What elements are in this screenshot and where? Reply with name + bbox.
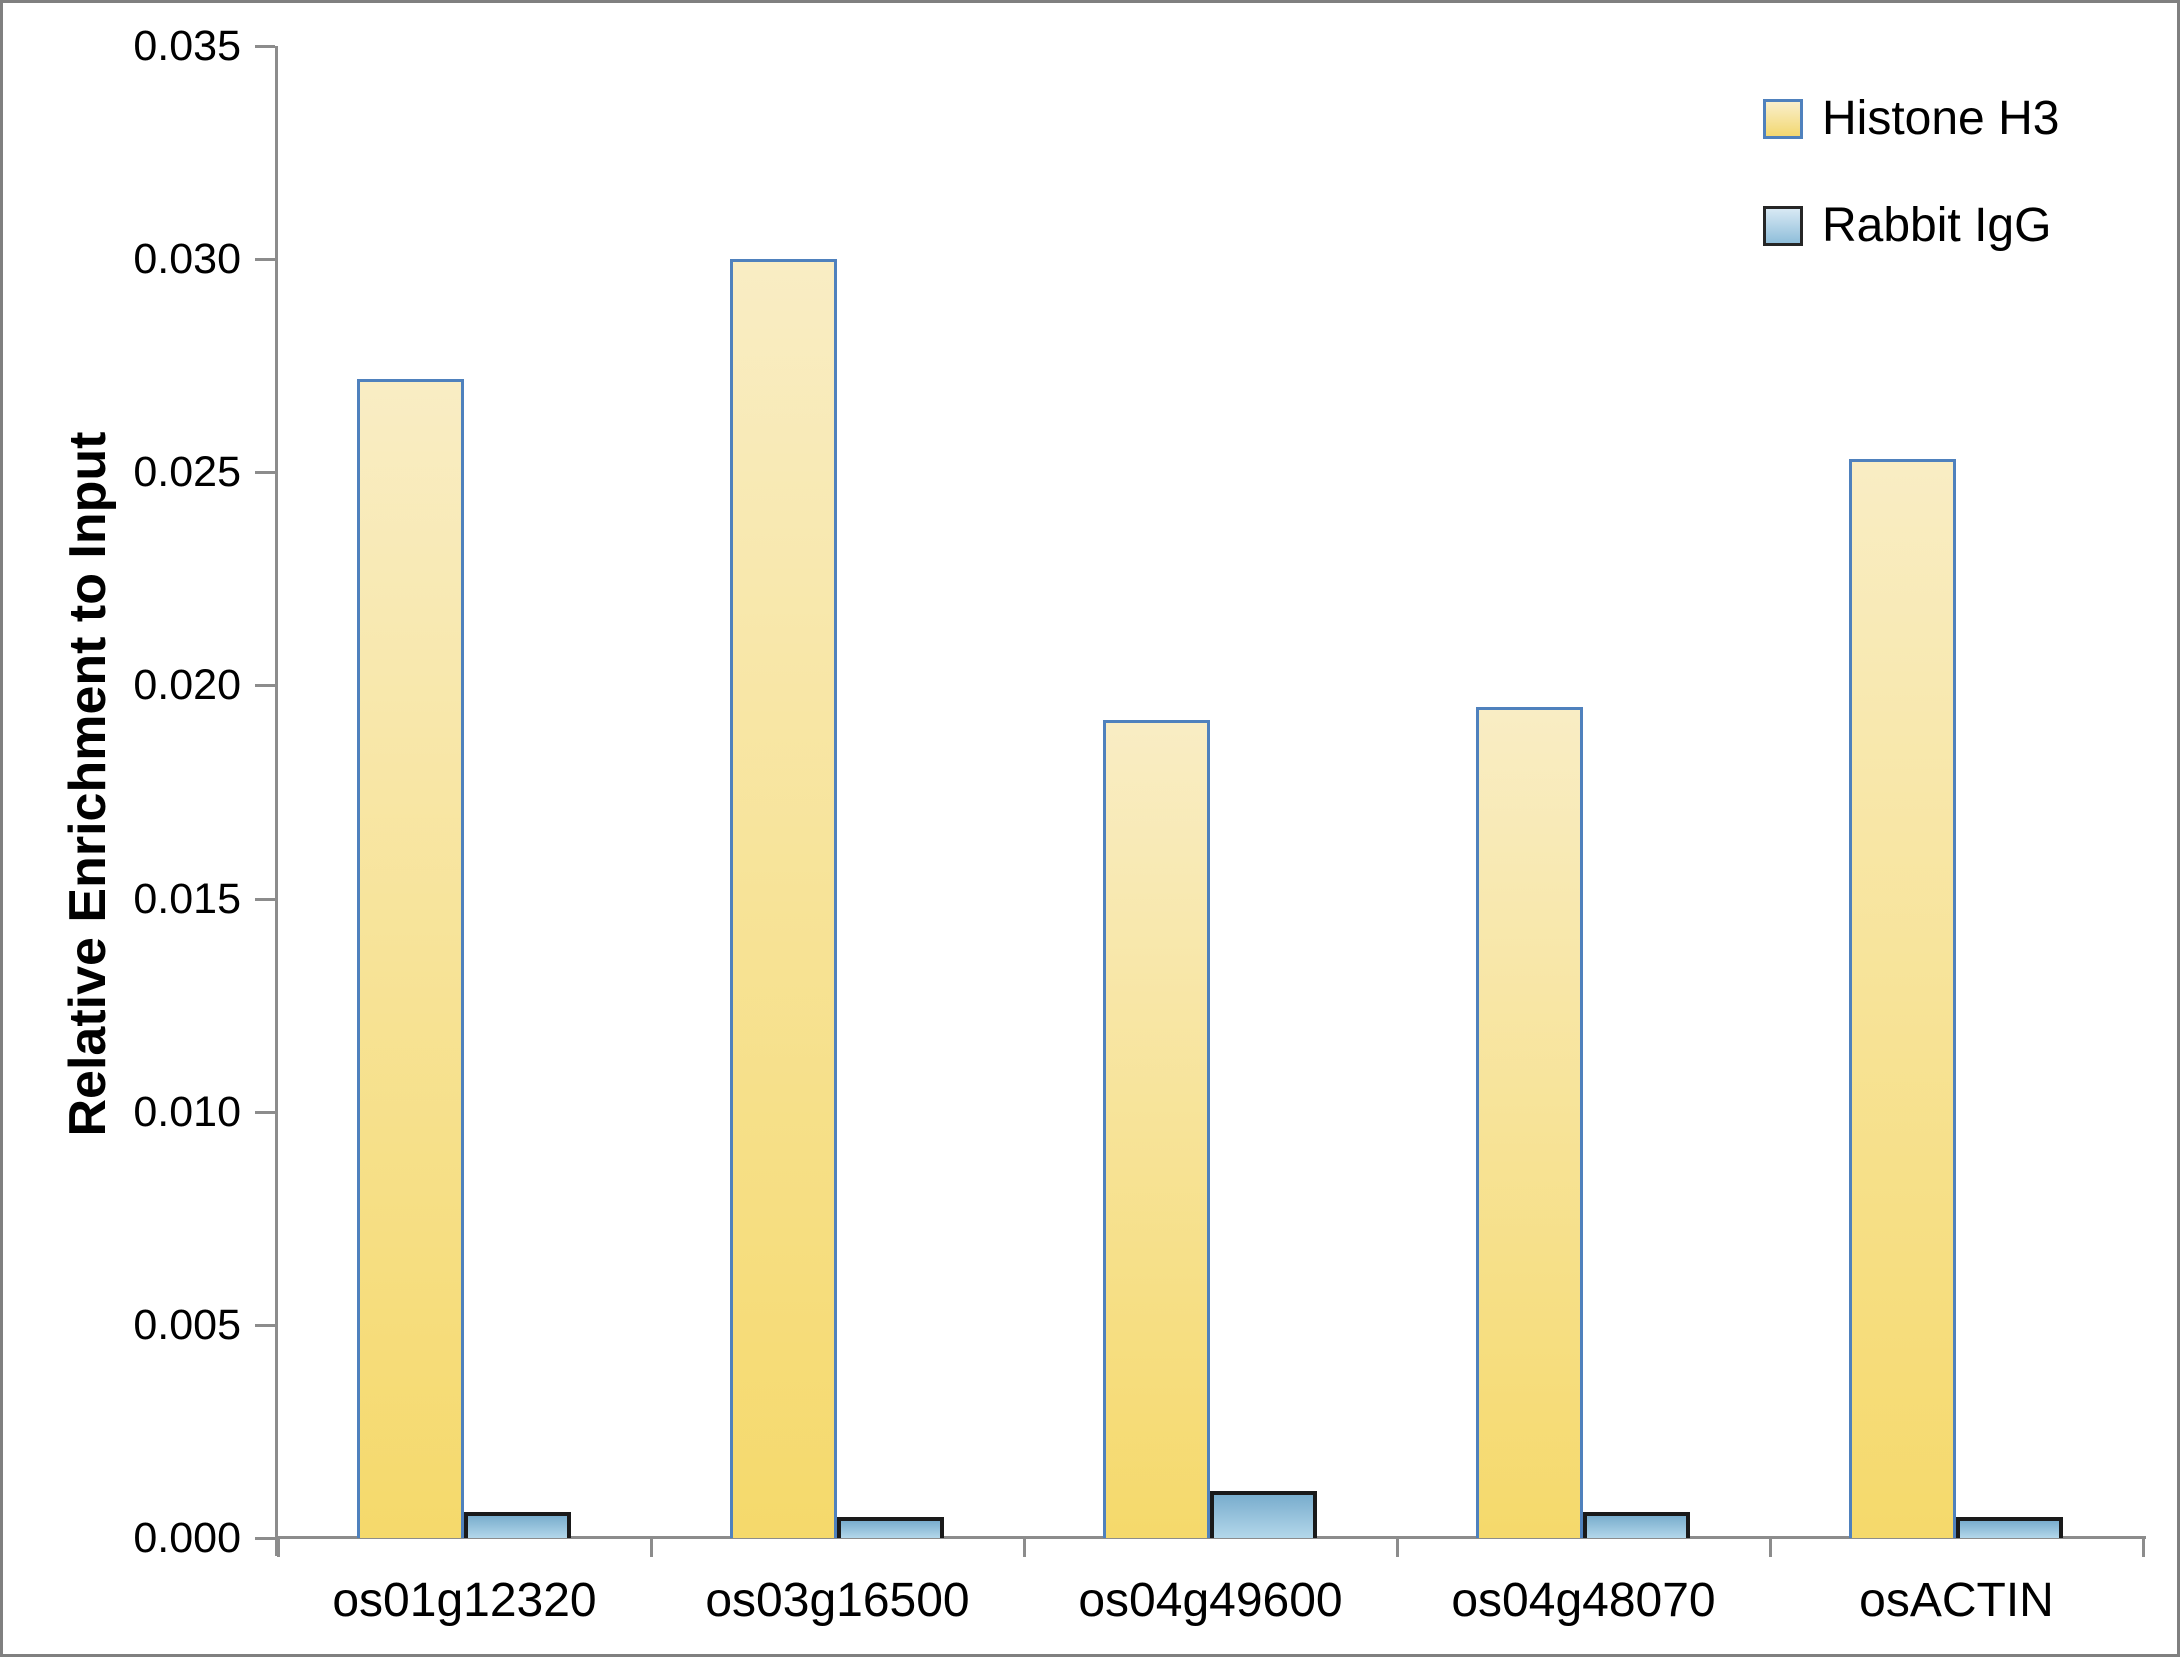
legend-swatch-histone-h3 [1763,99,1803,139]
x-axis-tick [276,1539,280,1557]
y-axis-tick-label: 0.030 [133,235,241,284]
x-axis-tick [1768,1539,1772,1557]
y-axis-tick-label: 0.025 [133,448,241,497]
x-category-label: os04g48070 [1451,1574,1716,1627]
x-category-label: os03g16500 [705,1574,970,1627]
legend-label-rabbit-igg: Rabbit IgG [1822,199,2052,252]
y-axis-tick [255,897,275,901]
bar-rabbit-igg-os04g49600 [1210,1491,1317,1538]
y-axis-tick-label: 0.000 [133,1514,241,1562]
y-axis-tick-label: 0.010 [133,1087,241,1136]
bar-histone-h3-os01g12320 [357,378,464,1538]
x-category-label: osACTIN [1859,1574,2054,1627]
y-axis-title: Relative Enrichment to Input [59,431,117,1137]
y-axis-tick [255,1537,275,1540]
bar-histone-h3-osactin [1849,459,1956,1538]
y-axis-tick-label: 0.020 [133,661,241,710]
bar-rabbit-igg-os03g16500 [837,1516,944,1538]
bar-histone-h3-os04g48070 [1476,706,1583,1538]
legend-item-histone-h3: Histone H3 [1763,93,2059,145]
x-axis-tick [1022,1539,1026,1557]
y-axis-tick [255,1110,275,1114]
bar-histone-h3-os04g49600 [1103,719,1210,1538]
bar-histone-h3-os03g16500 [730,259,837,1538]
y-axis-tick-label: 0.015 [133,874,241,923]
legend-swatch-rabbit-igg [1763,206,1803,246]
legend: Histone H3 Rabbit IgG [1763,93,2059,307]
y-axis-line [275,46,278,1556]
legend-item-rabbit-igg: Rabbit IgG [1763,200,2059,252]
y-axis-tick-label: 0.005 [133,1300,241,1349]
y-axis-tick [255,258,275,262]
y-axis-tick-label: 0.035 [133,22,241,70]
y-axis-tick [255,684,275,688]
legend-label-histone-h3: Histone H3 [1822,92,2060,145]
x-category-label: os01g12320 [332,1574,597,1627]
x-axis-tick [649,1539,653,1557]
bar-rabbit-igg-os01g12320 [464,1512,571,1538]
y-axis-tick [255,1323,275,1327]
bar-rabbit-igg-osactin [1956,1516,2063,1538]
y-axis-tick [255,45,275,48]
x-axis-tick [1395,1539,1399,1557]
y-axis-tick [255,471,275,475]
x-axis-tick [2141,1539,2145,1557]
x-category-label: os04g49600 [1078,1574,1343,1627]
bar-rabbit-igg-os04g48070 [1583,1512,1690,1538]
